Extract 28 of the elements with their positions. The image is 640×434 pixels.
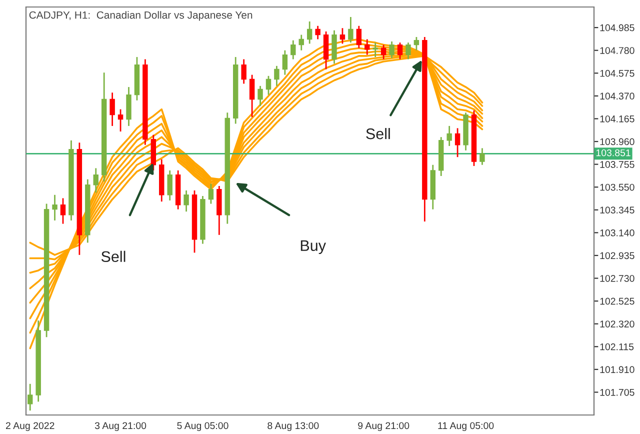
y-tick-label: 104.370 [600,92,634,100]
y-tick-label: 103.550 [600,184,634,191]
chart-title: CADJPY, H1: Canadian Dollar vs Japanese Yen [29,11,252,21]
y-tick-label: 103.140 [600,229,634,236]
y-tick-label: 102.115 [600,343,634,350]
y-tick-label: 102.935 [600,252,634,260]
y-tick-label: 103.345 [600,206,634,214]
y-tick-label: 104.165 [600,115,634,122]
y-tick-label: 102.525 [600,298,634,305]
y-tick-label: 101.705 [600,388,634,396]
y-tick-label: 103.960 [600,138,634,146]
y-tick-label: 104.780 [600,47,634,54]
x-tick-label: 3 Aug 21:00 [94,422,146,432]
annotation: Buy [300,240,326,254]
x-tick-label: 11 Aug 05:00 [438,422,494,432]
x-tick-label: 2 Aug 2022 [6,422,54,432]
y-tick-label: 104.985 [600,24,634,32]
x-tick-label: 5 Aug 05:00 [177,422,228,432]
y-tick-label: 101.910 [600,366,634,374]
y-tick-label: 102.730 [600,274,634,282]
annotation: Sell [366,128,390,140]
y-tick-label: 103.755 [600,161,634,168]
annotation: Sell [101,250,126,262]
ref-line-label: 103.851 [596,149,630,156]
y-tick-label: 104.575 [600,70,634,77]
x-tick-label: 9 Aug 21:00 [358,422,410,432]
x-tick-label: 8 Aug 13:00 [268,422,319,432]
y-tick-label: 102.320 [600,320,634,328]
